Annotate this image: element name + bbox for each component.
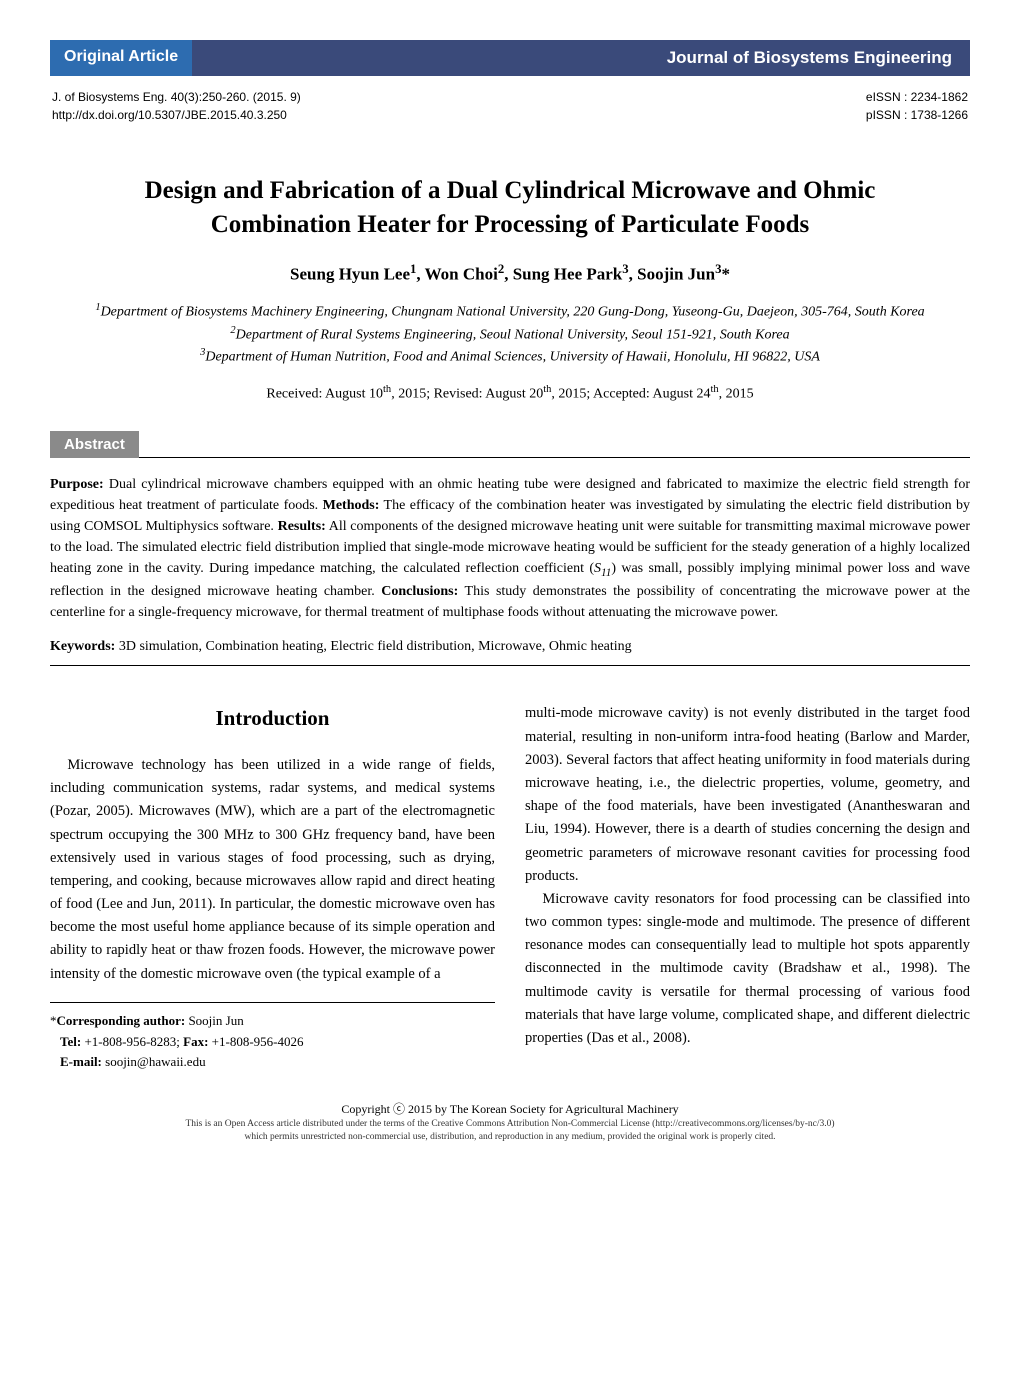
abstract-label: Abstract (50, 431, 139, 458)
header-bar: Original Article Journal of Biosystems E… (50, 40, 970, 76)
copyright-line: Copyright ⓒ 2015 by The Korean Society f… (50, 1101, 970, 1118)
right-column: multi-mode microwave cavity) is not even… (525, 702, 970, 1073)
paper-title: Design and Fabrication of a Dual Cylindr… (90, 174, 930, 242)
journal-name: Journal of Biosystems Engineering (192, 40, 970, 76)
article-type-badge: Original Article (50, 40, 192, 76)
abstract-section: Abstract Purpose: Dual cylindrical micro… (50, 431, 970, 667)
doi-link[interactable]: http://dx.doi.org/10.5307/JBE.2015.40.3.… (52, 106, 301, 124)
affiliation-1: 1Department of Biosystems Machinery Engi… (80, 300, 940, 323)
license-line-1: This is an Open Access article distribut… (50, 1118, 970, 1131)
body-columns: Introduction Microwave technology has be… (50, 702, 970, 1073)
abstract-bottom-rule (50, 665, 970, 666)
affiliations: 1Department of Biosystems Machinery Engi… (80, 300, 940, 368)
authors: Seung Hyun Lee1, Won Choi2, Sung Hee Par… (50, 262, 970, 285)
left-column: Introduction Microwave technology has be… (50, 702, 495, 1073)
abstract-body: Purpose: Dual cylindrical microwave cham… (50, 474, 970, 624)
eissn: eISSN : 2234-1862 (866, 88, 968, 106)
intro-heading: Introduction (50, 702, 495, 736)
dates: Received: August 10th, 2015; Revised: Au… (50, 384, 970, 403)
intro-para-2: Microwave cavity resonators for food pro… (525, 888, 970, 1050)
meta-right: eISSN : 2234-1862 pISSN : 1738-1266 (866, 88, 968, 124)
affiliation-3: 3Department of Human Nutrition, Food and… (80, 345, 940, 368)
meta-left: J. of Biosystems Eng. 40(3):250-260. (20… (52, 88, 301, 124)
intro-para-1: Microwave technology has been utilized i… (50, 754, 495, 986)
corr-tel: Tel: +1-808-956-8283; Fax: +1-808-956-40… (50, 1032, 495, 1053)
keywords-label: Keywords: (50, 639, 115, 654)
abstract-rule (50, 457, 970, 458)
pissn: pISSN : 1738-1266 (866, 106, 968, 124)
license-line-2: which permits unrestricted non-commercia… (50, 1131, 970, 1144)
affiliation-2: 2Department of Rural Systems Engineering… (80, 323, 940, 346)
corresponding-author-block: *Corresponding author: Soojin Jun Tel: +… (50, 1002, 495, 1073)
corr-email: E-mail: soojin@hawaii.edu (50, 1052, 495, 1073)
keywords-text: 3D simulation, Combination heating, Elec… (119, 639, 632, 654)
corr-name: *Corresponding author: Soojin Jun (50, 1011, 495, 1032)
intro-para-1-cont: multi-mode microwave cavity) is not even… (525, 702, 970, 888)
citation: J. of Biosystems Eng. 40(3):250-260. (20… (52, 88, 301, 106)
copyright-block: Copyright ⓒ 2015 by The Korean Society f… (50, 1101, 970, 1144)
keywords: Keywords: 3D simulation, Combination hea… (50, 639, 970, 655)
meta-row: J. of Biosystems Eng. 40(3):250-260. (20… (50, 84, 970, 144)
